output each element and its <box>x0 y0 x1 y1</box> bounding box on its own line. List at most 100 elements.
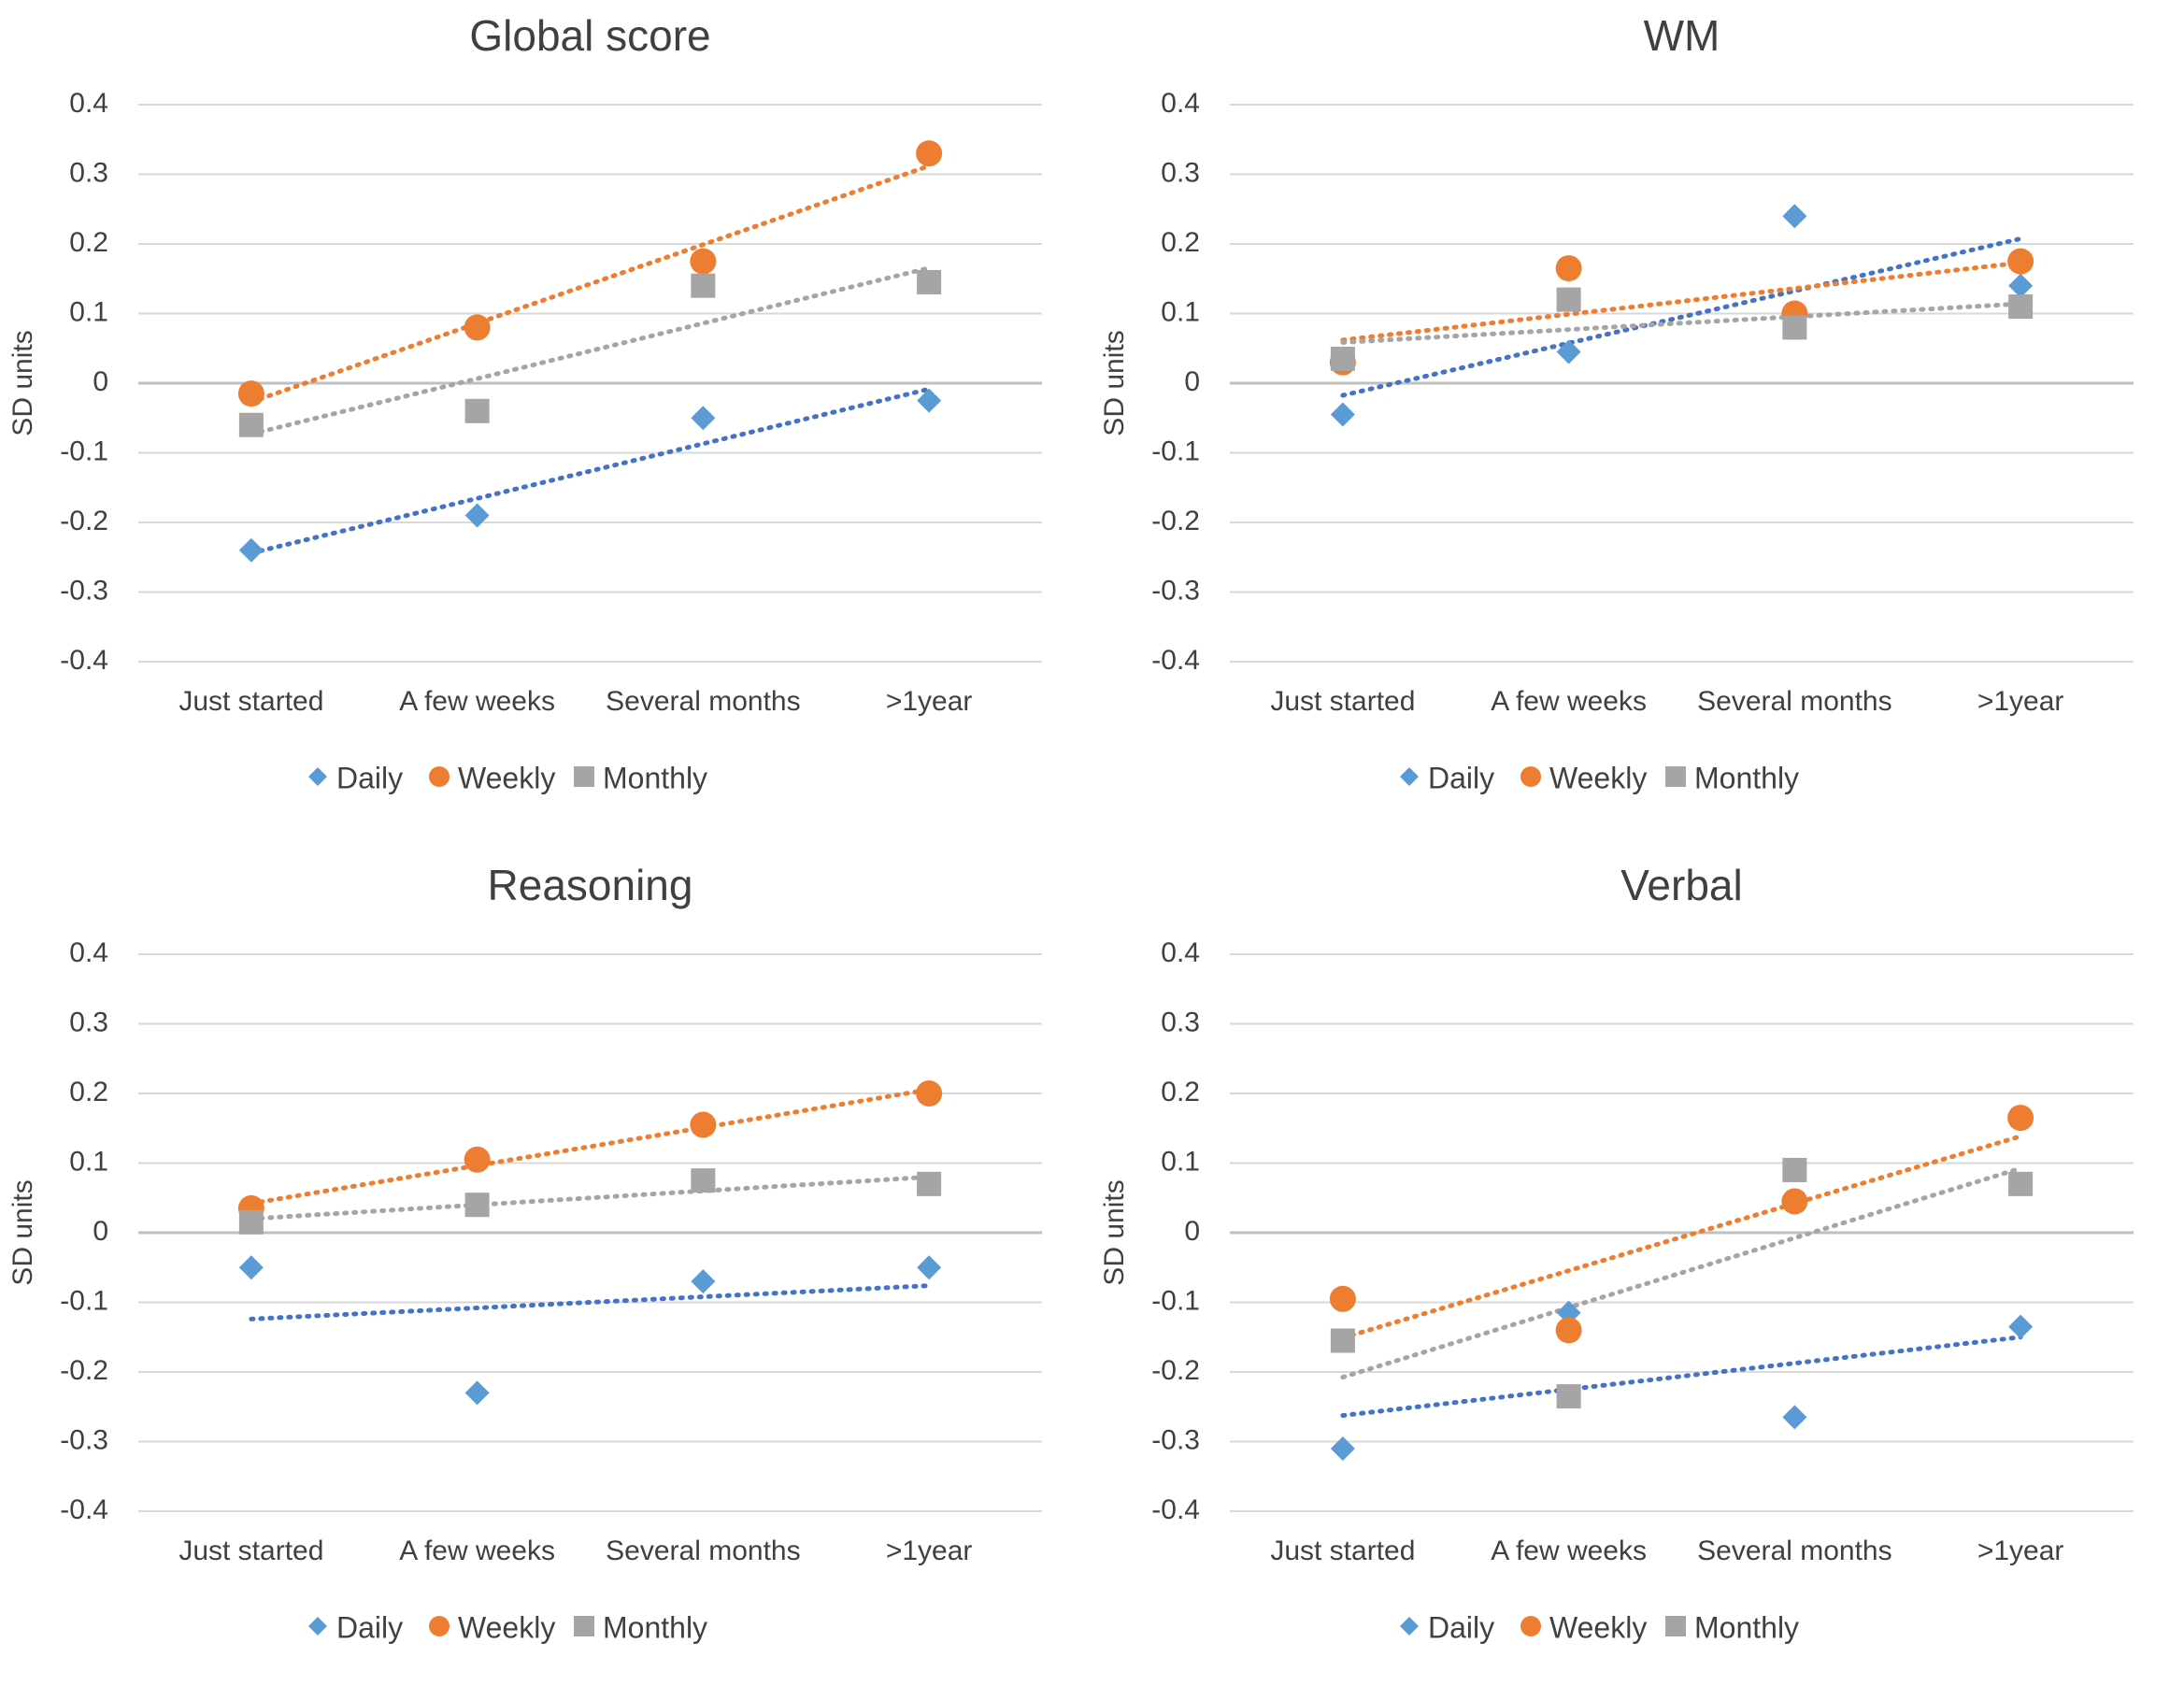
y-tick-label: -0.4 <box>60 645 108 676</box>
point-daily <box>1782 204 1807 229</box>
legend-label-weekly: Weekly <box>1549 1610 1647 1644</box>
chart-verbal-svg: Verbal 0.4 0.3 0.2 0.1 0 -0.1 -0.2 -0.3 -0.4 SD un… <box>1099 861 2134 1644</box>
y-tick-label: -0.3 <box>60 1424 108 1455</box>
y-axis-label: SD units <box>7 1179 38 1285</box>
x-tick-label: Just started <box>1270 1536 1415 1566</box>
y-tick-label: 0.1 <box>1161 1146 1200 1177</box>
point-monthly <box>1556 287 1581 312</box>
legend-label-monthly: Monthly <box>1694 761 1799 794</box>
legend-label-daily: Daily <box>336 1610 403 1644</box>
y-tick-label: -0.1 <box>60 1285 108 1316</box>
point-weekly <box>690 1111 717 1138</box>
legend-marker-daily <box>1400 1617 1419 1636</box>
legend-label-monthly: Monthly <box>1694 1610 1799 1644</box>
x-tick-label: Just started <box>178 1536 323 1566</box>
x-tick-label: Several months <box>1697 1536 1891 1566</box>
point-daily <box>2008 273 2034 298</box>
chart-title: WM <box>1644 11 1720 60</box>
legend-label-daily: Daily <box>336 761 403 794</box>
y-axis-label: SD units <box>1099 1179 1130 1285</box>
legend-marker-daily <box>308 767 327 786</box>
y-tick-label: 0.2 <box>1161 1077 1200 1107</box>
y-tick-label: 0.4 <box>69 88 108 119</box>
point-daily <box>1556 1300 1581 1325</box>
y-tick-label: -0.2 <box>1151 1355 1200 1386</box>
y-axis-label: SD units <box>1099 330 1130 436</box>
trendline-weekly <box>249 1087 932 1207</box>
y-tick-label: -0.2 <box>60 506 108 536</box>
legend-label-daily: Daily <box>1428 761 1494 794</box>
y-tick-label: -0.3 <box>60 575 108 606</box>
point-weekly <box>464 1146 491 1173</box>
chart-title: Reasoning <box>488 861 693 909</box>
point-weekly <box>1781 1188 1808 1215</box>
y-tick-label: 0.3 <box>1161 157 1200 188</box>
y-tick-label: -0.4 <box>1151 1494 1200 1525</box>
y-tick-label: -0.1 <box>60 436 108 466</box>
y-tick-label: 0.4 <box>1161 88 1200 119</box>
y-axis-label: SD units <box>7 330 38 436</box>
y-tick-label: -0.3 <box>1151 1424 1200 1455</box>
x-tick-label: >1year <box>886 1536 973 1566</box>
y-tick-label: -0.1 <box>1151 436 1200 466</box>
chart-verbal: Verbal 0.4 0.3 0.2 0.1 0 -0.1 -0.2 -0.3 -0.4 SD un… <box>1092 850 2183 1699</box>
x-tick-label: A few weeks <box>399 686 555 717</box>
legend-label-weekly: Weekly <box>458 761 555 794</box>
trendline-monthly <box>1340 301 2023 345</box>
y-tick-label: 0 <box>93 1216 108 1247</box>
trendline-monthly <box>249 1174 932 1221</box>
point-monthly <box>1556 1384 1581 1409</box>
x-tick-label: A few weeks <box>399 1536 555 1566</box>
point-weekly <box>2007 248 2034 275</box>
point-monthly <box>464 398 490 423</box>
trendline-daily <box>249 1283 932 1321</box>
chart-global-score-svg: Global score 0.4 0.3 0.2 0.1 0 -0.1 -0.2 -0.3 -0.… <box>7 11 1042 794</box>
y-tick-label: 0.3 <box>69 157 108 188</box>
trendline-weekly <box>1340 1134 2023 1340</box>
point-weekly <box>690 248 717 275</box>
point-weekly <box>1555 1317 1582 1344</box>
y-tick-label: -0.2 <box>1151 506 1200 536</box>
trendline-daily <box>249 386 932 556</box>
chart-global-score: Global score 0.4 0.3 0.2 0.1 0 -0.1 -0.2 -0.3 -0.… <box>0 0 1092 850</box>
x-tick-label: A few weeks <box>1491 686 1647 717</box>
point-monthly <box>691 1168 716 1193</box>
chart-wm: WM 0.4 0.3 0.2 0.1 0 -0.1 -0.2 -0.3 -0.4 SD units J… <box>1092 0 2183 850</box>
y-tick-label: 0 <box>1184 1216 1200 1247</box>
legend-marker-monthly <box>574 766 594 787</box>
trendline-weekly <box>249 164 932 405</box>
chart-title: Global score <box>469 11 710 60</box>
point-daily <box>917 1255 942 1280</box>
legend-label-daily: Daily <box>1428 1610 1494 1644</box>
chart-reasoning-svg: Reasoning 0.4 0.3 0.2 0.1 0 -0.1 -0.2 -0.3 -0.4 SD… <box>7 861 1042 1644</box>
y-tick-label: -0.1 <box>1151 1285 1200 1316</box>
point-monthly <box>238 1209 264 1235</box>
point-weekly <box>2007 1105 2034 1132</box>
point-weekly <box>1555 255 1582 282</box>
y-tick-label: -0.2 <box>60 1355 108 1386</box>
y-tick-label: 0.3 <box>69 1007 108 1037</box>
point-monthly <box>691 273 716 298</box>
x-tick-label: Just started <box>1270 686 1415 717</box>
point-monthly <box>2008 1171 2034 1196</box>
legend-marker-weekly <box>429 766 450 787</box>
legend-marker-daily <box>308 1617 327 1636</box>
point-monthly <box>238 412 264 437</box>
chart-reasoning: Reasoning 0.4 0.3 0.2 0.1 0 -0.1 -0.2 -0.3 -0.4 SD… <box>0 850 1092 1699</box>
y-tick-label: 0.4 <box>1161 937 1200 968</box>
point-weekly <box>916 1080 943 1107</box>
x-tick-label: Several months <box>606 1536 800 1566</box>
y-tick-label: 0.3 <box>1161 1007 1200 1037</box>
legend-marker-daily <box>1400 767 1419 786</box>
point-monthly <box>1782 315 1807 340</box>
legend-label-weekly: Weekly <box>1549 761 1647 794</box>
point-monthly <box>2008 294 2034 320</box>
trendline-daily <box>1340 1335 2023 1419</box>
y-tick-label: 0 <box>1184 366 1200 397</box>
point-monthly <box>1330 1328 1355 1353</box>
y-tick-label: 0.2 <box>69 227 108 258</box>
legend-marker-weekly <box>1520 1616 1541 1636</box>
point-weekly <box>916 140 943 167</box>
x-tick-label: Just started <box>178 686 323 717</box>
point-weekly <box>237 380 264 407</box>
